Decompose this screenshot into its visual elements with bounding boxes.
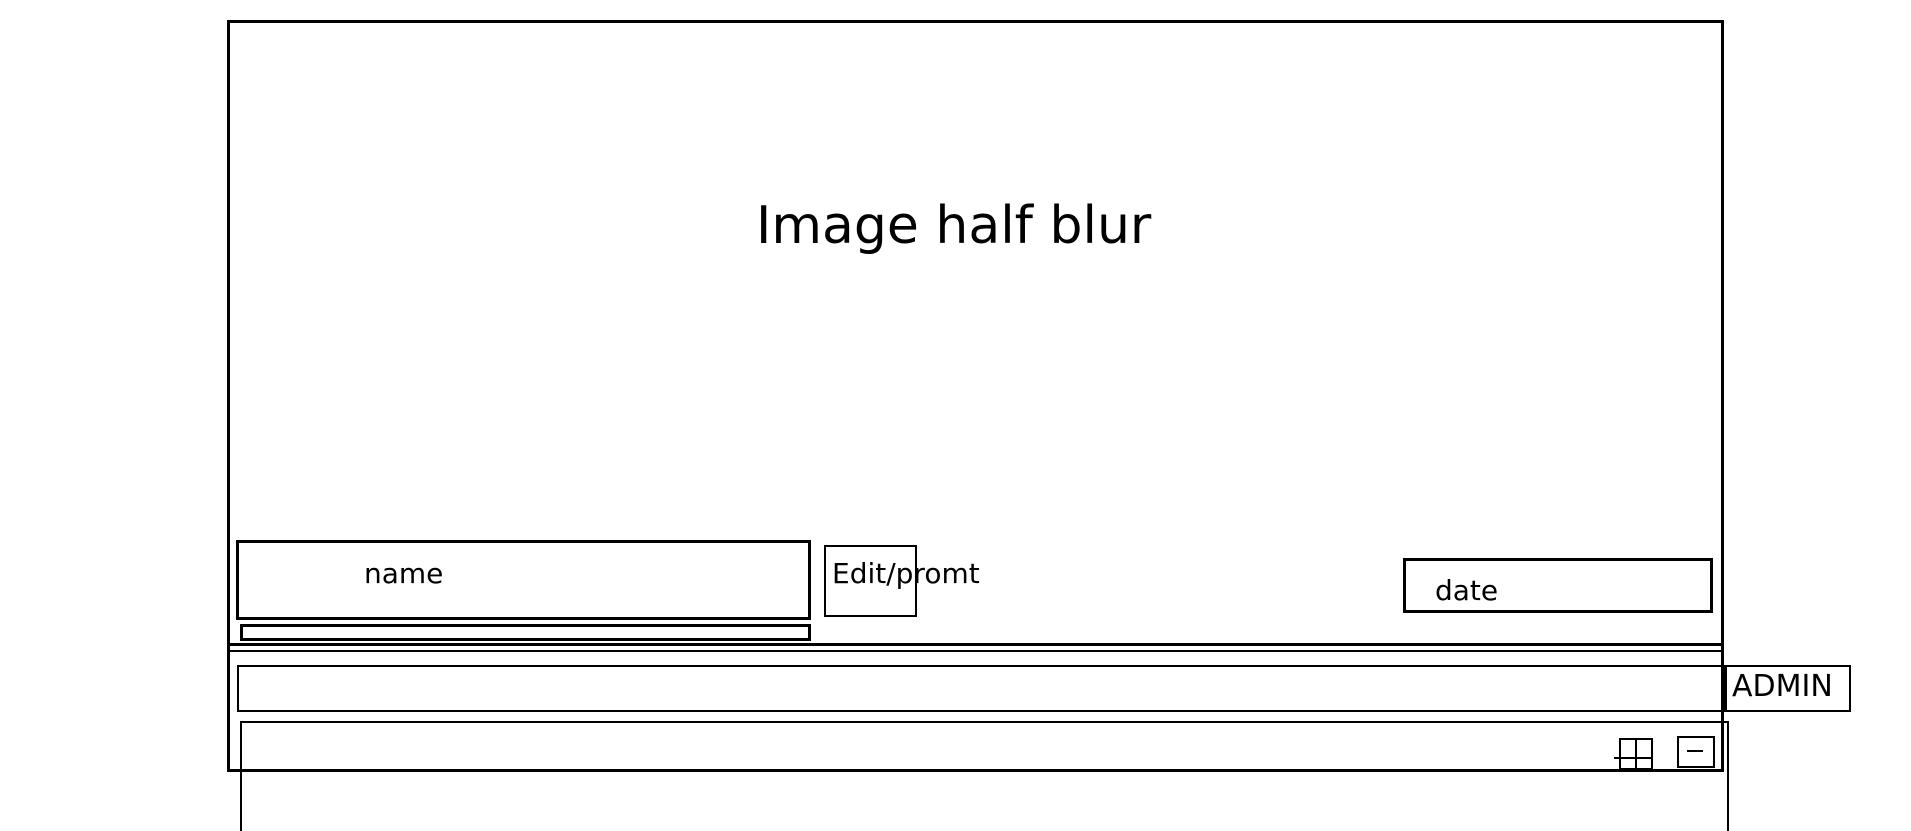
admin-button[interactable]	[1725, 665, 1851, 712]
content-panel	[240, 721, 1729, 831]
date-box	[1403, 558, 1713, 613]
image-placeholder-title: Image half blur	[756, 196, 1152, 256]
minus-square-icon[interactable]	[1676, 735, 1716, 769]
section-divider	[227, 643, 1724, 646]
section-divider-secondary	[227, 650, 1724, 652]
header-bar[interactable]	[237, 665, 1726, 712]
image-frame	[227, 20, 1724, 772]
date-label: date	[1435, 574, 1499, 607]
edit-prompt-label: Edit/promt	[832, 557, 980, 590]
plus-square-icon[interactable]	[1614, 737, 1656, 773]
admin-label: ADMIN	[1732, 669, 1833, 704]
name-label: name	[364, 557, 444, 590]
name-box[interactable]	[236, 540, 811, 620]
name-progress-bar	[240, 624, 811, 641]
edit-prompt-button[interactable]	[824, 545, 917, 617]
